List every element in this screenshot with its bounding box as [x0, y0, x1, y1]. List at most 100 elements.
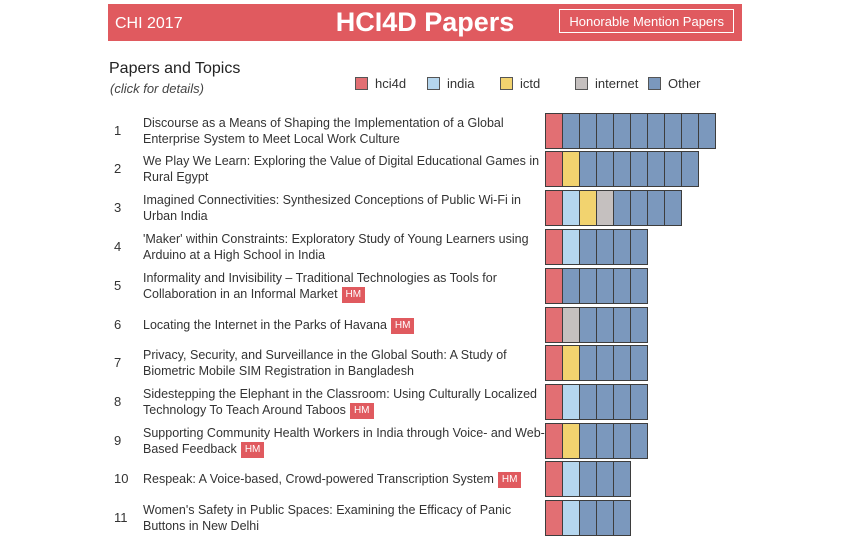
- topic-bar[interactable]: [545, 268, 648, 304]
- topic-segment-hci4d[interactable]: [545, 229, 563, 265]
- topic-segment-other[interactable]: [596, 423, 614, 459]
- paper-row[interactable]: 5 Informality and Invisibility – Traditio…: [0, 267, 850, 305]
- paper-row[interactable]: 6 Locating the Internet in the Parks of H…: [0, 306, 850, 344]
- topic-segment-other[interactable]: [596, 229, 614, 265]
- topic-segment-hci4d[interactable]: [545, 113, 563, 149]
- topic-segment-other[interactable]: [579, 384, 597, 420]
- topic-segment-other[interactable]: [579, 500, 597, 536]
- topic-segment-ictd[interactable]: [562, 151, 580, 187]
- topic-bar[interactable]: [545, 345, 648, 381]
- topic-bar[interactable]: [545, 461, 631, 497]
- paper-row[interactable]: 9 Supporting Community Health Workers in …: [0, 422, 850, 460]
- topic-bar[interactable]: [545, 113, 716, 149]
- topic-bar[interactable]: [545, 384, 648, 420]
- topic-segment-other[interactable]: [698, 113, 716, 149]
- paper-row[interactable]: 3 Imagined Connectivities: Synthesized Co…: [0, 189, 850, 227]
- topic-segment-ictd[interactable]: [562, 345, 580, 381]
- paper-title[interactable]: Women's Safety in Public Spaces: Examini…: [143, 502, 548, 534]
- topic-segment-other[interactable]: [681, 151, 699, 187]
- topic-segment-india[interactable]: [562, 229, 580, 265]
- topic-segment-other[interactable]: [613, 345, 631, 381]
- topic-bar[interactable]: [545, 500, 631, 536]
- topic-segment-internet[interactable]: [596, 190, 614, 226]
- topic-segment-other[interactable]: [596, 268, 614, 304]
- paper-title[interactable]: We Play We Learn: Exploring the Value of…: [143, 153, 548, 185]
- topic-segment-other[interactable]: [579, 307, 597, 343]
- topic-segment-other[interactable]: [613, 307, 631, 343]
- topic-segment-other[interactable]: [630, 384, 648, 420]
- paper-title[interactable]: Imagined Connectivities: Synthesized Con…: [143, 192, 548, 224]
- topic-segment-other[interactable]: [630, 268, 648, 304]
- paper-row[interactable]: 4 'Maker' within Constraints: Exploratory…: [0, 228, 850, 266]
- topic-segment-other[interactable]: [596, 307, 614, 343]
- paper-row[interactable]: 2 We Play We Learn: Exploring the Value o…: [0, 150, 850, 188]
- topic-segment-other[interactable]: [613, 461, 631, 497]
- paper-row[interactable]: 7 Privacy, Security, and Surveillance in …: [0, 344, 850, 382]
- topic-bar[interactable]: [545, 229, 648, 265]
- topic-segment-other[interactable]: [562, 113, 580, 149]
- paper-row[interactable]: 8 Sidestepping the Elephant in the Classr…: [0, 383, 850, 421]
- topic-segment-other[interactable]: [630, 151, 648, 187]
- paper-row[interactable]: 1 Discourse as a Means of Shaping the Imp…: [0, 112, 850, 150]
- topic-segment-hci4d[interactable]: [545, 307, 563, 343]
- topic-segment-other[interactable]: [613, 268, 631, 304]
- paper-row[interactable]: 11 Women's Safety in Public Spaces: Exami…: [0, 499, 850, 537]
- topic-segment-other[interactable]: [613, 423, 631, 459]
- topic-segment-hci4d[interactable]: [545, 151, 563, 187]
- topic-segment-hci4d[interactable]: [545, 384, 563, 420]
- topic-segment-hci4d[interactable]: [545, 190, 563, 226]
- topic-segment-other[interactable]: [596, 461, 614, 497]
- topic-segment-hci4d[interactable]: [545, 345, 563, 381]
- topic-segment-other[interactable]: [630, 345, 648, 381]
- topic-segment-other[interactable]: [562, 268, 580, 304]
- topic-segment-other[interactable]: [613, 500, 631, 536]
- paper-title[interactable]: Privacy, Security, and Surveillance in t…: [143, 347, 548, 379]
- topic-segment-other[interactable]: [579, 461, 597, 497]
- topic-segment-other[interactable]: [630, 229, 648, 265]
- topic-bar[interactable]: [545, 151, 699, 187]
- honorable-mention-button[interactable]: Honorable Mention Papers: [559, 9, 734, 33]
- topic-segment-other[interactable]: [664, 113, 682, 149]
- paper-title[interactable]: Locating the Internet in the Parks of Ha…: [143, 317, 548, 334]
- topic-segment-other[interactable]: [596, 151, 614, 187]
- topic-segment-hci4d[interactable]: [545, 500, 563, 536]
- paper-title[interactable]: Supporting Community Health Workers in I…: [143, 425, 548, 458]
- paper-title[interactable]: Respeak: A Voice-based, Crowd-powered Tr…: [143, 471, 548, 488]
- topic-segment-other[interactable]: [596, 345, 614, 381]
- topic-segment-other[interactable]: [613, 229, 631, 265]
- topic-segment-other[interactable]: [579, 113, 597, 149]
- topic-segment-india[interactable]: [562, 384, 580, 420]
- topic-segment-other[interactable]: [613, 151, 631, 187]
- topic-segment-other[interactable]: [630, 113, 648, 149]
- topic-segment-other[interactable]: [596, 113, 614, 149]
- topic-bar[interactable]: [545, 307, 648, 343]
- topic-segment-other[interactable]: [647, 151, 665, 187]
- topic-bar[interactable]: [545, 190, 682, 226]
- topic-segment-other[interactable]: [664, 190, 682, 226]
- topic-segment-other[interactable]: [596, 500, 614, 536]
- topic-segment-other[interactable]: [681, 113, 699, 149]
- topic-segment-other[interactable]: [579, 151, 597, 187]
- paper-row[interactable]: 10 Respeak: A Voice-based, Crowd-powered …: [0, 460, 850, 498]
- topic-segment-other[interactable]: [579, 345, 597, 381]
- topic-segment-other[interactable]: [647, 113, 665, 149]
- topic-bar[interactable]: [545, 423, 648, 459]
- topic-segment-other[interactable]: [630, 307, 648, 343]
- topic-segment-india[interactable]: [562, 190, 580, 226]
- topic-segment-other[interactable]: [596, 384, 614, 420]
- topic-segment-other[interactable]: [613, 384, 631, 420]
- topic-segment-other[interactable]: [579, 229, 597, 265]
- topic-segment-other[interactable]: [630, 423, 648, 459]
- topic-segment-other[interactable]: [579, 268, 597, 304]
- topic-segment-other[interactable]: [579, 423, 597, 459]
- topic-segment-india[interactable]: [562, 461, 580, 497]
- topic-segment-hci4d[interactable]: [545, 461, 563, 497]
- paper-title[interactable]: Discourse as a Means of Shaping the Impl…: [143, 115, 548, 147]
- topic-segment-ictd[interactable]: [562, 423, 580, 459]
- topic-segment-hci4d[interactable]: [545, 268, 563, 304]
- topic-segment-india[interactable]: [562, 500, 580, 536]
- paper-title[interactable]: 'Maker' within Constraints: Exploratory …: [143, 231, 548, 263]
- topic-segment-other[interactable]: [613, 113, 631, 149]
- topic-segment-other[interactable]: [613, 190, 631, 226]
- topic-segment-internet[interactable]: [562, 307, 580, 343]
